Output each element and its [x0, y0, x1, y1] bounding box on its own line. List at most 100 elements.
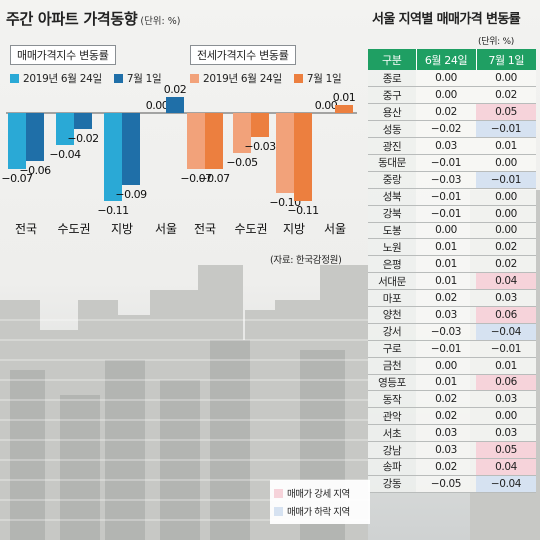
- value-cell: 0.00: [416, 86, 476, 105]
- value-cell: −0.01: [476, 171, 536, 189]
- value-cell: 0.02: [416, 390, 476, 409]
- value-cell: 0.00: [476, 188, 536, 206]
- fall-label: 매매가 하락 지역: [287, 507, 350, 518]
- district-name-cell: 강북: [368, 205, 416, 223]
- category-label: 지방: [283, 222, 305, 236]
- value-cell: 0.00: [476, 407, 536, 426]
- value-cell: 0.00: [416, 357, 476, 375]
- bar-sale-series2: [166, 97, 184, 113]
- value-cell: 0.01: [416, 374, 476, 392]
- value-cell: 0.02: [416, 458, 476, 476]
- value-cell: 0.05: [476, 103, 536, 122]
- seoul-district-table: 구분 6월 24일 7월 1일 종로 0.00 0.00 중구 0.00 0.02 용산 0.…: [368, 49, 536, 493]
- bar-jeonse-series1: [233, 113, 251, 153]
- district-name-cell: 노원: [368, 238, 416, 257]
- category-label: 지방: [111, 222, 133, 236]
- column-header-district: 구분: [368, 49, 417, 70]
- unit-label: (단위: %): [140, 16, 181, 27]
- data-label: −0.07: [198, 172, 230, 185]
- legend-swatch-week2: [113, 74, 123, 83]
- value-cell: −0.03: [416, 171, 476, 189]
- column-header-jul1: 7월 1일: [476, 49, 536, 70]
- table-row: 강북 −0.01 0.00: [368, 205, 536, 223]
- jeonse-chart-header: 전세가격지수 변동률 2019년 6월 24일 7월 1일: [190, 44, 342, 86]
- table-row: 마포 0.02 0.03: [368, 289, 536, 307]
- table-row: 강남 0.03 0.05: [368, 441, 536, 459]
- table-header-row: 구분 6월 24일 7월 1일: [368, 49, 536, 70]
- value-cell: 0.03: [416, 441, 476, 459]
- table-row: 노원 0.01 0.02: [368, 238, 536, 257]
- value-cell: 0.00: [476, 154, 536, 172]
- legend-rise: 매매가 강세 지역: [274, 484, 366, 502]
- value-cell: 0.00: [476, 222, 536, 240]
- fall-swatch: [274, 506, 283, 516]
- value-cell: −0.03: [416, 323, 476, 341]
- data-label: −0.11: [287, 204, 318, 217]
- data-label: −0.07: [1, 172, 33, 185]
- data-label: −0.02: [67, 132, 98, 145]
- sale-chart-title: 매매가격지수 변동률: [10, 45, 116, 65]
- value-cell: −0.01: [416, 340, 476, 358]
- district-name-cell: 도봉: [368, 222, 416, 240]
- bar-sale-series1: [56, 113, 74, 145]
- value-cell: 0.03: [476, 289, 536, 307]
- value-cell: 0.03: [416, 306, 476, 324]
- value-cell: 0.01: [416, 255, 476, 274]
- table-row: 중랑 −0.03 −0.01: [368, 171, 536, 189]
- category-label: 수도권: [57, 222, 90, 236]
- district-name-cell: 종로: [368, 70, 416, 88]
- legend-swatch-week2: [293, 74, 303, 83]
- data-label: 0.00: [315, 99, 338, 112]
- table-row: 금천 0.00 0.01: [368, 357, 536, 375]
- table-row: 서대문 0.01 0.04: [368, 272, 536, 291]
- district-name-cell: 성북: [368, 188, 416, 206]
- table-title: 서울 지역별 매매가격 변동률: [372, 12, 521, 27]
- bar-sale-series2: [122, 113, 140, 185]
- category-label: 전국: [15, 222, 37, 236]
- highlight-legend: 매매가 강세 지역 매매가 하락 지역: [270, 480, 370, 524]
- bar-jeonse-series1: [276, 113, 294, 193]
- data-label: −0.03: [244, 140, 276, 153]
- data-label: −0.07: [180, 172, 212, 185]
- bar-jeonse-series2: [294, 113, 312, 201]
- value-cell: 0.06: [476, 306, 536, 324]
- table-row: 양천 0.03 0.06: [368, 306, 536, 324]
- district-name-cell: 동대문: [368, 154, 416, 172]
- data-label: −0.10: [269, 196, 301, 209]
- value-cell: −0.01: [416, 205, 476, 223]
- value-cell: 0.03: [476, 424, 536, 443]
- data-label: 0.00: [146, 99, 169, 112]
- data-label: −0.04: [49, 148, 81, 161]
- value-cell: 0.00: [476, 70, 536, 88]
- value-cell: 0.01: [476, 137, 536, 155]
- district-name-cell: 서대문: [368, 272, 416, 291]
- value-cell: −0.01: [476, 340, 536, 358]
- sale-chart-legend: 2019년 6월 24일 7월 1일: [10, 71, 162, 86]
- table-row: 성동 −0.02 −0.01: [368, 120, 536, 139]
- district-name-cell: 은평: [368, 255, 416, 274]
- table-row: 성북 −0.01 0.00: [368, 188, 536, 206]
- table-row: 용산 0.02 0.05: [368, 103, 536, 122]
- data-label: 0.01: [333, 91, 356, 104]
- category-label: 서울: [155, 222, 177, 236]
- value-cell: 0.03: [416, 137, 476, 155]
- value-cell: 0.03: [416, 424, 476, 443]
- table-row: 중구 0.00 0.02: [368, 86, 536, 105]
- bar-jeonse-series2: [205, 113, 223, 169]
- district-name-cell: 송파: [368, 458, 416, 476]
- table-row: 서초 0.03 0.03: [368, 424, 536, 443]
- bar-sale-series2: [26, 113, 44, 161]
- value-cell: −0.02: [416, 120, 476, 139]
- value-cell: 0.00: [476, 205, 536, 223]
- table-row: 관악 0.02 0.00: [368, 407, 536, 426]
- value-cell: −0.01: [416, 154, 476, 172]
- legend-label-week1: 2019년 6월 24일: [203, 73, 282, 85]
- table-row: 송파 0.02 0.04: [368, 458, 536, 476]
- category-label: 수도권: [234, 222, 267, 236]
- value-cell: 0.02: [476, 86, 536, 105]
- value-cell: 0.02: [416, 407, 476, 426]
- table-unit: (단위: %): [478, 37, 514, 47]
- title-block: 주간 아파트 가격동향 (단위: %): [6, 8, 181, 29]
- district-name-cell: 구로: [368, 340, 416, 358]
